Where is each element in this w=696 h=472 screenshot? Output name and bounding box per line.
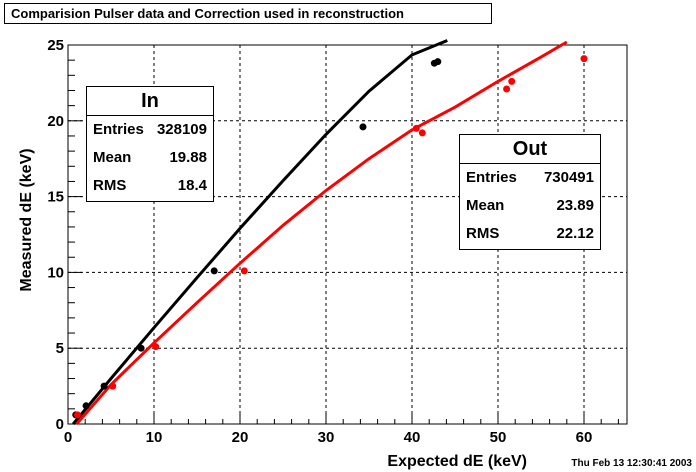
x-axis-title: Expected dE (keV) (387, 453, 527, 470)
black-data-point (359, 123, 367, 131)
red-data-point (508, 77, 516, 85)
stat-value: 22.12 (556, 225, 594, 242)
x-tick-label: 40 (404, 429, 421, 446)
stat-row-mean: Mean 23.89 (460, 192, 600, 220)
x-tick-label: 0 (64, 429, 72, 446)
x-tick-label: 10 (146, 429, 163, 446)
chart-title: Comparision Pulser data and Correction u… (4, 3, 492, 24)
fit-curves (72, 39, 568, 425)
stat-box-out: Out Entries 730491 Mean 23.89 RMS 22.12 (459, 134, 601, 250)
stat-label: Mean (93, 149, 132, 166)
red-data-point (73, 411, 81, 419)
red-data-point (412, 124, 420, 132)
stat-row-rms: RMS 18.4 (87, 172, 213, 200)
black-data-point (210, 267, 218, 275)
stat-value: 328109 (156, 121, 207, 138)
x-tick-label: 20 (232, 429, 249, 446)
black-data-point (82, 402, 90, 410)
stat-label: RMS (466, 225, 500, 242)
stat-row-entries: Entries 328109 (87, 116, 213, 144)
y-tick-label: 0 (56, 416, 64, 433)
y-axis-title: Measured dE (keV) (18, 148, 35, 291)
black-data-point (137, 344, 145, 352)
stat-value: 23.89 (556, 197, 594, 214)
timestamp: Thu Feb 13 12:30:41 2003 (571, 458, 692, 469)
y-tick-label: 5 (56, 340, 64, 357)
red-data-point (418, 129, 426, 137)
data-points (72, 55, 588, 419)
stat-row-rms: RMS 22.12 (460, 220, 600, 248)
red-data-point (152, 343, 160, 351)
stat-value: 19.88 (169, 149, 207, 166)
stat-label: Entries (466, 169, 517, 186)
stat-label: RMS (93, 177, 127, 194)
y-tick-label: 10 (47, 264, 64, 281)
stat-row-entries: Entries 730491 (460, 164, 600, 192)
y-tick-label: 15 (47, 189, 64, 206)
stat-box-name: In (87, 87, 213, 116)
red-data-point (580, 55, 588, 63)
red-data-point (503, 85, 511, 93)
axis-ticks: 0 10 20 30 40 50 60 0 5 10 15 20 25 (47, 37, 619, 446)
black-data-point (434, 58, 442, 66)
x-tick-label: 50 (490, 429, 507, 446)
stat-value: 730491 (543, 169, 594, 186)
stat-label: Mean (466, 197, 505, 214)
y-tick-label: 25 (47, 37, 64, 54)
y-tick-label: 20 (47, 113, 64, 130)
x-tick-label: 30 (318, 429, 335, 446)
red-data-point (109, 382, 117, 390)
stat-box-in: In Entries 328109 Mean 19.88 RMS 18.4 (86, 86, 214, 202)
black-fit-curve (72, 39, 448, 425)
red-data-point (240, 267, 248, 275)
stat-label: Entries (93, 121, 144, 138)
red-fit-curve (75, 40, 568, 425)
black-data-point (100, 382, 108, 390)
stat-row-mean: Mean 19.88 (87, 144, 213, 172)
x-tick-label: 60 (576, 429, 593, 446)
stat-value: 18.4 (177, 177, 207, 194)
stat-box-name: Out (460, 135, 600, 164)
